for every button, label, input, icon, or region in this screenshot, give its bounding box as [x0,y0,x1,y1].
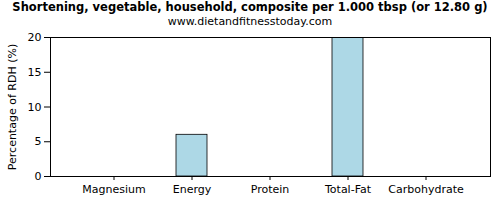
svg-text:Percentage of RDH (%): Percentage of RDH (%) [6,44,19,170]
svg-text:Protein: Protein [251,183,290,196]
svg-text:Carbohydrate: Carbohydrate [388,183,464,196]
svg-text:Energy: Energy [173,183,212,196]
svg-text:15: 15 [28,66,42,79]
svg-text:Total-Fat: Total-Fat [324,183,372,196]
svg-text:Magnesium: Magnesium [82,183,145,196]
svg-text:10: 10 [28,101,42,114]
svg-text:20: 20 [28,31,42,44]
svg-text:0: 0 [35,170,42,183]
svg-text:5: 5 [35,135,42,148]
html-text:www.dietandfitnesstoday.com: www.dietandfitnesstoday.com [167,15,333,28]
html-text:Shortening, vegetable, househo: Shortening, vegetable, household, compos… [12,0,488,14]
